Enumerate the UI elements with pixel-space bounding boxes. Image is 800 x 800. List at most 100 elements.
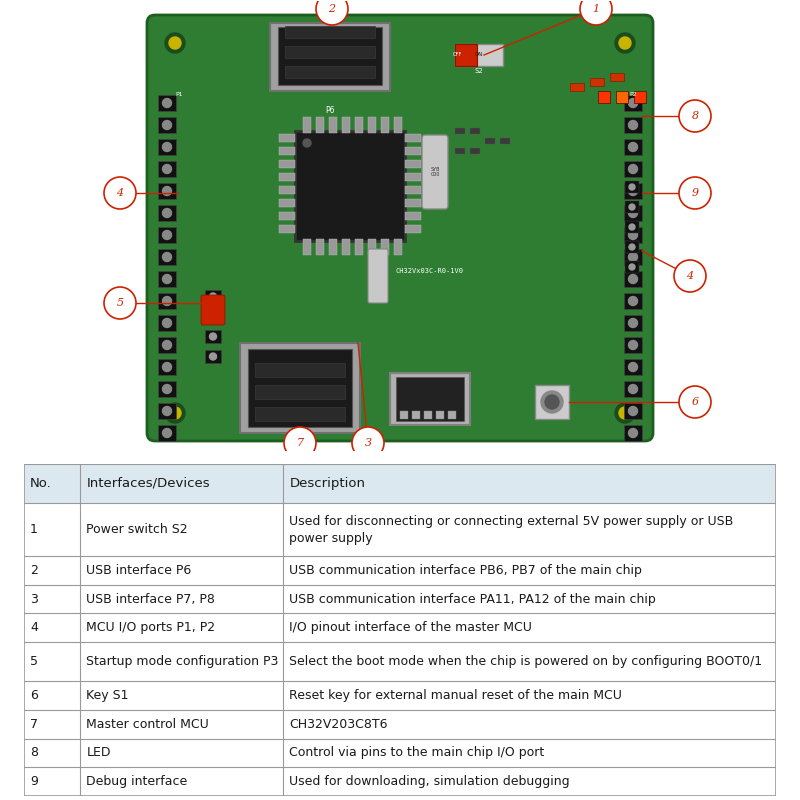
Bar xyxy=(279,212,295,220)
Bar xyxy=(405,212,421,220)
Bar xyxy=(424,411,432,419)
Bar xyxy=(590,78,604,86)
Bar xyxy=(396,377,464,421)
Text: 2: 2 xyxy=(30,564,38,577)
Text: 1: 1 xyxy=(593,4,599,14)
Text: 8: 8 xyxy=(691,111,698,121)
Bar xyxy=(624,293,642,309)
Circle shape xyxy=(629,385,638,394)
Bar xyxy=(394,239,402,255)
Text: 5: 5 xyxy=(117,298,123,308)
Bar xyxy=(240,343,360,433)
Bar xyxy=(624,315,642,331)
Circle shape xyxy=(629,264,635,270)
Circle shape xyxy=(210,333,217,340)
Bar xyxy=(412,411,420,419)
Bar xyxy=(624,425,642,441)
Circle shape xyxy=(210,353,217,360)
Circle shape xyxy=(162,142,171,151)
Text: Key S1: Key S1 xyxy=(86,689,129,702)
Bar xyxy=(470,128,480,134)
Bar xyxy=(405,225,421,233)
Circle shape xyxy=(679,386,711,418)
Circle shape xyxy=(541,391,563,413)
Bar xyxy=(368,239,376,255)
Bar xyxy=(158,381,176,397)
Bar xyxy=(368,117,376,133)
Bar xyxy=(616,91,628,103)
Bar xyxy=(455,44,477,66)
Text: Master control MCU: Master control MCU xyxy=(86,718,209,730)
Circle shape xyxy=(629,297,638,306)
Circle shape xyxy=(162,362,171,371)
Text: CH32V203C8T6: CH32V203C8T6 xyxy=(290,718,388,730)
Circle shape xyxy=(162,186,171,195)
Text: ON: ON xyxy=(475,53,483,58)
Circle shape xyxy=(629,209,638,218)
Bar xyxy=(342,239,350,255)
Text: P1: P1 xyxy=(175,91,182,97)
Bar xyxy=(255,385,345,399)
Text: power supply: power supply xyxy=(290,532,373,545)
Bar xyxy=(316,117,324,133)
Bar xyxy=(158,359,176,375)
Text: Reset key for external manual reset of the main MCU: Reset key for external manual reset of t… xyxy=(290,689,622,702)
Circle shape xyxy=(629,184,635,190)
Bar xyxy=(158,95,176,111)
Bar xyxy=(279,225,295,233)
Circle shape xyxy=(629,121,638,130)
Bar xyxy=(625,241,639,253)
Bar xyxy=(455,128,465,134)
Text: P2: P2 xyxy=(629,91,637,97)
Text: 7: 7 xyxy=(297,438,303,448)
Bar xyxy=(158,337,176,353)
Circle shape xyxy=(210,293,217,300)
Circle shape xyxy=(162,98,171,107)
Bar xyxy=(285,26,375,38)
Bar xyxy=(624,205,642,221)
FancyBboxPatch shape xyxy=(368,249,388,303)
Circle shape xyxy=(162,209,171,218)
Bar xyxy=(255,407,345,421)
Text: OFF: OFF xyxy=(452,53,462,58)
Text: S2: S2 xyxy=(474,68,483,74)
Bar xyxy=(158,403,176,419)
Bar xyxy=(279,160,295,168)
Text: I/O pinout interface of the master MCU: I/O pinout interface of the master MCU xyxy=(290,622,532,634)
Bar xyxy=(624,139,642,155)
Bar xyxy=(448,411,456,419)
Circle shape xyxy=(629,274,638,283)
Bar xyxy=(303,239,311,255)
Bar xyxy=(248,349,352,427)
Circle shape xyxy=(316,0,348,25)
Circle shape xyxy=(679,177,711,209)
Bar xyxy=(610,73,624,81)
Text: Startup mode configuration P3: Startup mode configuration P3 xyxy=(86,655,278,668)
Bar xyxy=(624,117,642,133)
Circle shape xyxy=(169,37,181,49)
Bar xyxy=(279,186,295,194)
Circle shape xyxy=(162,165,171,174)
FancyBboxPatch shape xyxy=(201,295,225,325)
Circle shape xyxy=(615,33,635,53)
Circle shape xyxy=(629,186,638,195)
FancyBboxPatch shape xyxy=(147,15,653,441)
Circle shape xyxy=(165,33,185,53)
Bar xyxy=(625,181,639,193)
Circle shape xyxy=(615,403,635,423)
Bar xyxy=(570,83,584,91)
Bar xyxy=(400,411,408,419)
Text: 6: 6 xyxy=(691,397,698,407)
Text: No.: No. xyxy=(30,477,52,490)
Bar xyxy=(405,186,421,194)
Bar xyxy=(405,199,421,207)
Bar xyxy=(625,201,639,213)
Text: 7: 7 xyxy=(30,718,38,730)
Text: MCU I/O ports P1, P2: MCU I/O ports P1, P2 xyxy=(86,622,215,634)
Bar xyxy=(394,117,402,133)
Circle shape xyxy=(162,297,171,306)
Bar xyxy=(158,315,176,331)
Bar xyxy=(316,239,324,255)
Text: 9: 9 xyxy=(30,775,38,788)
Bar xyxy=(279,134,295,142)
